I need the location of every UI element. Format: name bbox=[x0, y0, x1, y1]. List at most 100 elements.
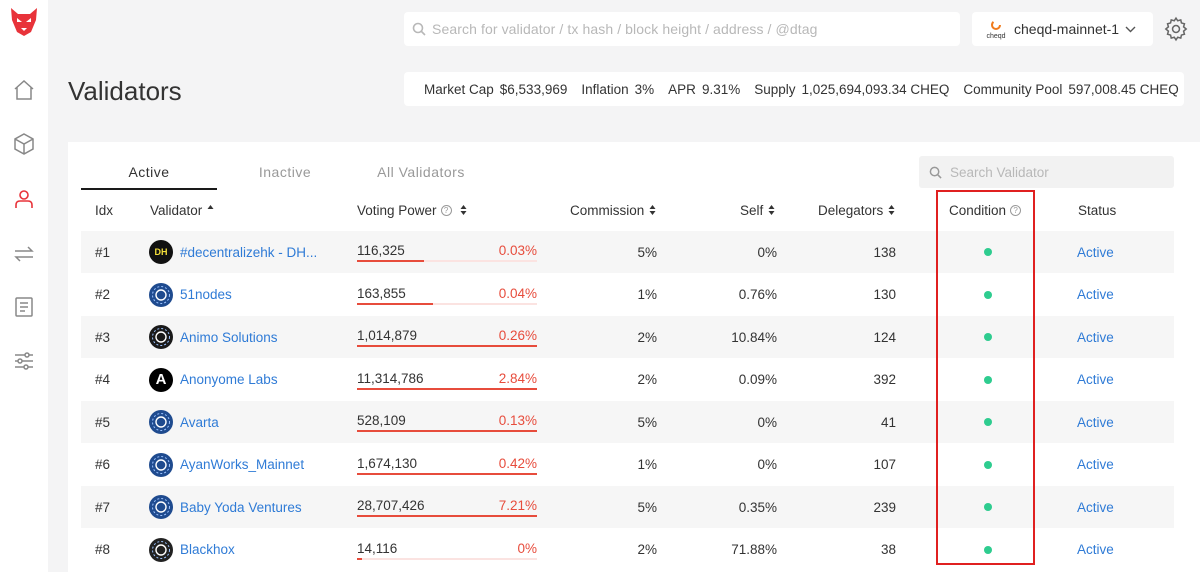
voting-power-value: 11,314,786 bbox=[357, 370, 424, 386]
table-row[interactable]: #4 A Anonyome Labs 11,314,786 2.84% 2% 0.09% 39… bbox=[81, 359, 1174, 401]
validator-name-link[interactable]: Animo Solutions bbox=[180, 329, 278, 345]
row-index: #5 bbox=[95, 414, 111, 430]
validator-name-link[interactable]: Avarta bbox=[180, 414, 219, 430]
row-index: #2 bbox=[95, 287, 111, 302]
status-link[interactable]: Active bbox=[1077, 329, 1114, 345]
commission-value: 5% bbox=[637, 499, 657, 515]
voting-power-bar bbox=[357, 260, 537, 262]
table-row[interactable]: #6 AyanWorks_Mainnet 1,674,130 0.42% 1% 0% 107… bbox=[81, 444, 1174, 486]
column-header-voting-power-label: Voting Power bbox=[357, 202, 437, 218]
voting-power-value: 28,707,426 bbox=[357, 498, 425, 513]
big-dipper-logo-icon[interactable] bbox=[9, 6, 39, 38]
status-link[interactable]: Active bbox=[1077, 542, 1114, 557]
row-index: #7 bbox=[95, 499, 111, 515]
column-header-voting-power[interactable]: Voting Power ? bbox=[357, 202, 467, 218]
settings-gear-icon[interactable] bbox=[1163, 16, 1189, 42]
params-sliders-icon[interactable] bbox=[12, 349, 36, 373]
delegators-count: 130 bbox=[873, 287, 896, 302]
delegators-count: 239 bbox=[873, 499, 896, 515]
validator-name-link[interactable]: 51nodes bbox=[180, 287, 232, 302]
sidebar bbox=[0, 0, 48, 572]
self-delegation-value: 0.76% bbox=[738, 287, 777, 302]
stat-item: Inflation 3% bbox=[581, 82, 654, 97]
table-row[interactable]: #2 51nodes 163,855 0.04% 1% 0.76% 130 Active bbox=[81, 274, 1174, 316]
home-icon[interactable] bbox=[12, 78, 36, 102]
status-link[interactable]: Active bbox=[1077, 372, 1114, 387]
voting-power-bar-fill bbox=[357, 557, 363, 560]
column-header-delegators[interactable]: Delegators bbox=[818, 202, 895, 218]
status-link[interactable]: Active bbox=[1077, 287, 1114, 302]
validator-cell[interactable]: 51nodes bbox=[149, 274, 232, 316]
status-link[interactable]: Active bbox=[1077, 244, 1114, 260]
validator-name-link[interactable]: #decentralizehk - DH... bbox=[180, 244, 318, 260]
validator-cell[interactable]: Baby Yoda Ventures bbox=[149, 486, 302, 528]
transactions-arrows-icon[interactable] bbox=[12, 242, 36, 266]
voting-power-percent: 0.42% bbox=[498, 455, 537, 471]
condition-dot bbox=[984, 418, 992, 426]
validator-name-link[interactable]: Anonyome Labs bbox=[180, 372, 278, 387]
global-search-input[interactable]: Search for validator / tx hash / block h… bbox=[404, 12, 960, 46]
voting-power-bar-fill bbox=[357, 472, 537, 475]
sort-icon bbox=[768, 205, 775, 215]
validator-cell[interactable]: A Anonyome Labs bbox=[149, 359, 278, 401]
proposals-document-icon[interactable] bbox=[12, 295, 36, 319]
status-link[interactable]: Active bbox=[1077, 457, 1114, 472]
chevron-down-icon bbox=[1125, 26, 1136, 32]
avatar-letter: A bbox=[155, 371, 167, 388]
validator-name-link[interactable]: Baby Yoda Ventures bbox=[180, 499, 302, 515]
validator-cell[interactable]: AyanWorks_Mainnet bbox=[149, 444, 304, 486]
avatar-pattern-icon bbox=[152, 498, 170, 516]
voting-power-percent: 0.04% bbox=[498, 285, 537, 301]
table-row[interactable]: #3 Animo Solutions 1,014,879 0.26% 2% 10.84% 1… bbox=[81, 316, 1174, 358]
stat-value: $6,533,969 bbox=[499, 81, 568, 97]
page-title: Validators bbox=[68, 76, 182, 106]
validators-user-icon[interactable] bbox=[12, 187, 36, 211]
validator-avatar: A bbox=[149, 367, 173, 392]
condition-dot bbox=[984, 375, 992, 384]
condition-indicator bbox=[983, 231, 993, 273]
tab-active[interactable]: Active bbox=[81, 156, 217, 190]
avatar-pattern-icon bbox=[152, 328, 170, 346]
validator-tabs: Active Inactive All Validators bbox=[81, 156, 489, 190]
validator-cell[interactable]: DH #decentralizehk - DH... bbox=[149, 231, 317, 273]
stat-label: Market Cap bbox=[424, 81, 494, 97]
stat-item: Market Cap $6,533,969 bbox=[424, 82, 567, 97]
avatar-pattern-icon bbox=[152, 455, 170, 474]
column-header-commission-label: Commission bbox=[570, 202, 645, 218]
column-header-condition: Condition ? bbox=[949, 202, 1022, 218]
validator-cell[interactable]: Blackhox bbox=[149, 529, 235, 571]
cheqd-logo-text: cheqd bbox=[986, 33, 1005, 40]
stat-label: Supply bbox=[754, 81, 796, 97]
table-row[interactable]: #7 Baby Yoda Ventures 28,707,426 7.21% 5% 0.3… bbox=[81, 486, 1174, 528]
voting-power-cell: 14,116 0% bbox=[357, 529, 537, 571]
validator-name-link[interactable]: AyanWorks_Mainnet bbox=[180, 457, 305, 472]
tab-inactive[interactable]: Inactive bbox=[258, 164, 312, 180]
column-header-validator[interactable]: Validator bbox=[150, 202, 214, 218]
table-row[interactable]: #8 Blackhox 14,116 0% 2% 71.88% 38 Active bbox=[81, 529, 1174, 571]
table-row[interactable]: #5 Avarta 528,109 0.13% 5% 0% 41 Active bbox=[81, 401, 1174, 443]
chain-selector[interactable]: cheqd cheqd-mainnet-1 bbox=[972, 12, 1153, 46]
condition-dot bbox=[984, 503, 992, 511]
column-header-self[interactable]: Self bbox=[740, 202, 775, 218]
column-header-commission[interactable]: Commission bbox=[570, 202, 656, 218]
help-icon[interactable]: ? bbox=[1010, 204, 1022, 216]
delegators-count: 138 bbox=[873, 244, 896, 260]
help-icon[interactable]: ? bbox=[440, 204, 452, 216]
validator-cell[interactable]: Animo Solutions bbox=[149, 316, 278, 358]
search-icon bbox=[929, 166, 942, 179]
column-header-status-label: Status bbox=[1078, 202, 1117, 218]
self-delegation-value: 10.84% bbox=[731, 329, 777, 345]
voting-power-percent: 2.84% bbox=[498, 370, 537, 386]
validator-cell[interactable]: Avarta bbox=[149, 401, 219, 443]
status-link[interactable]: Active bbox=[1077, 414, 1114, 430]
voting-power-cell: 28,707,426 7.21% bbox=[357, 486, 537, 528]
tab-all-validators[interactable]: All Validators bbox=[377, 164, 465, 180]
voting-power-cell: 528,109 0.13% bbox=[357, 401, 537, 443]
validator-name-link[interactable]: Blackhox bbox=[180, 542, 235, 557]
blocks-cube-icon[interactable] bbox=[12, 132, 36, 156]
status-link[interactable]: Active bbox=[1077, 499, 1114, 515]
voting-power-bar bbox=[357, 557, 537, 560]
table-row[interactable]: #1 DH #decentralizehk - DH... 116,325 0.03% 5… bbox=[81, 231, 1174, 273]
sort-icon bbox=[460, 205, 467, 215]
validator-search-input[interactable]: Search Validator bbox=[919, 156, 1174, 188]
